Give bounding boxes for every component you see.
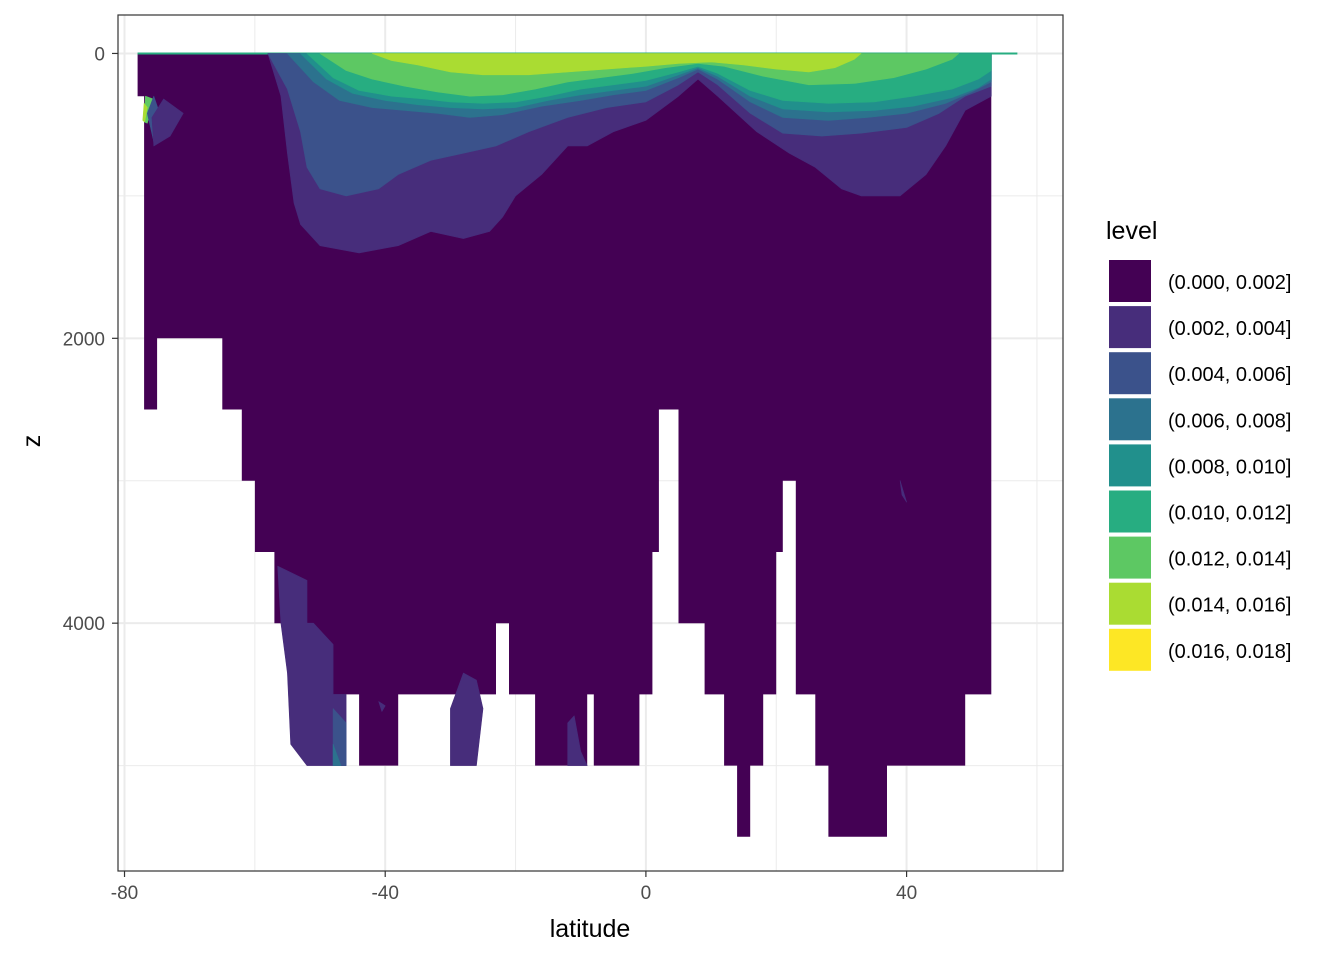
x-tick-label: -40 [371,883,398,904]
x-axis-title: latitude [550,915,631,943]
contour-band [567,715,588,766]
y-tick-label: 2000 [63,329,105,350]
legend-key [1109,398,1151,441]
plot-area [137,52,1018,837]
legend: level (0.000, 0.002] (0.002, 0.004] (0.004… [1106,217,1291,671]
x-tick-label: 0 [641,883,652,904]
x-axis: -80 -40 0 40 [111,871,917,904]
legend-key [1109,306,1151,349]
contour-band [142,103,148,123]
y-axis-title: z [18,435,46,448]
y-tick-label: 4000 [63,614,105,635]
contour-band [277,565,347,766]
legend-label: (0.012, 0.014] [1168,549,1291,571]
contour-band [371,53,862,76]
x-tick-label: 40 [896,883,917,904]
legend-key [1109,628,1151,671]
legend-key [1109,536,1151,579]
contour-band [899,480,907,503]
legend-label: (0.016, 0.018] [1168,641,1291,663]
legend-key [1109,260,1151,302]
contour-band [450,672,484,766]
legend-key [1109,490,1151,533]
legend-label: (0.010, 0.012] [1168,503,1291,525]
panel-border [117,14,1064,872]
y-axis: 0 2000 4000 [63,44,118,635]
legend-key [1109,352,1151,395]
legend-label: (0.006, 0.008] [1168,410,1291,432]
legend-title: level [1106,217,1157,245]
legend-label: (0.008, 0.010] [1168,456,1291,478]
legend-label: (0.002, 0.004] [1168,318,1291,340]
legend-label: (0.014, 0.016] [1168,595,1291,617]
contour-band [332,743,342,766]
contour-band [151,98,184,147]
y-tick-label: 0 [94,44,105,65]
legend-label: (0.000, 0.002] [1168,272,1291,294]
legend-label: (0.004, 0.006] [1168,364,1291,386]
x-tick-label: -80 [111,883,138,904]
legend-key [1109,582,1151,625]
contour-band [378,701,386,712]
legend-key [1109,444,1151,487]
